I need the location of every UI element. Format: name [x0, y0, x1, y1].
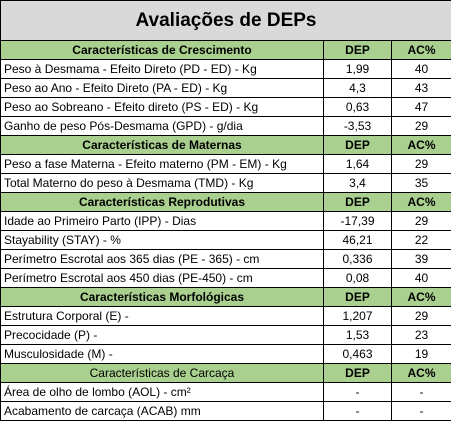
dep-value: -17,39: [323, 211, 392, 231]
data-row: Acabamento de carcaça (ACAB) mm - -: [0, 401, 451, 421]
section-header-row: Características de Maternas DEP AC%: [0, 135, 451, 155]
ac-value: 47: [390, 97, 451, 117]
section-header-row: Características de Carcaça DEP AC%: [0, 363, 451, 383]
dep-value: 0,463: [323, 344, 392, 364]
dep-value: 46,21: [323, 230, 392, 250]
data-row: Peso ao Ano - Efeito Direto (PA - ED) - …: [0, 78, 451, 98]
section-header-row: Características de Crescimento DEP AC%: [0, 40, 451, 60]
section-title: Características de Maternas: [0, 135, 324, 155]
ac-value: 40: [390, 268, 451, 288]
ac-header: AC%: [390, 40, 451, 60]
trait-label: Peso a fase Materna - Efeito materno (PM…: [0, 154, 324, 174]
section-title: Características Reprodutivas: [0, 192, 324, 212]
ac-header: AC%: [390, 135, 451, 155]
data-row: Estrutura Corporal (E) -1,207 29: [0, 306, 451, 326]
ac-value: 29: [390, 211, 451, 231]
table-body: Avaliações de DEPs Características de Cr…: [0, 0, 451, 421]
ac-value: 40: [390, 59, 451, 79]
data-row: Idade ao Primeiro Parto (IPP) - Dias -17,…: [0, 211, 451, 231]
data-row: Precocidade (P) -1,53 23: [0, 325, 451, 345]
data-row: Perímetro Escrotal aos 450 dias (PE-450)…: [0, 268, 451, 288]
dep-header: DEP: [323, 287, 392, 307]
ac-header: AC%: [390, 363, 451, 383]
ac-value: 29: [390, 306, 451, 326]
trait-label: Perímetro Escrotal aos 365 dias (PE - 36…: [0, 249, 324, 269]
ac-header: AC%: [390, 192, 451, 212]
trait-label: Stayability (STAY) - %: [0, 230, 324, 250]
dep-header: DEP: [323, 135, 392, 155]
trait-label: Peso ao Sobreano - Efeito direto (PS - E…: [0, 97, 324, 117]
trait-label: Total Materno do peso à Desmama (TMD) - …: [0, 173, 324, 193]
data-row: Peso à Desmama - Efeito Direto (PD - ED)…: [0, 59, 451, 79]
trait-label: Área de olho de lombo (AOL) - cm²: [0, 382, 324, 402]
dep-value: 3,4: [323, 173, 392, 193]
trait-label: Estrutura Corporal (E) -: [0, 306, 324, 326]
ac-value: 29: [390, 154, 451, 174]
dep-value: -: [323, 382, 392, 402]
data-row: Stayability (STAY) - % 46,21 22: [0, 230, 451, 250]
dep-header: DEP: [323, 40, 392, 60]
data-row: Musculosidade (M) -0,463 19: [0, 344, 451, 364]
ac-value: -: [390, 401, 451, 421]
dep-value: 1,207: [323, 306, 392, 326]
section-title: Características de Crescimento: [0, 40, 324, 60]
trait-label: Idade ao Primeiro Parto (IPP) - Dias: [0, 211, 324, 231]
data-row: Peso ao Sobreano - Efeito direto (PS - E…: [0, 97, 451, 117]
data-row: Peso a fase Materna - Efeito materno (PM…: [0, 154, 451, 174]
ac-value: 35: [390, 173, 451, 193]
trait-label: Precocidade (P) -: [0, 325, 324, 345]
data-row: Perímetro Escrotal aos 365 dias (PE - 36…: [0, 249, 451, 269]
ac-header: AC%: [390, 287, 451, 307]
trait-label: Musculosidade (M) -: [0, 344, 324, 364]
dep-value: 4,3: [323, 78, 392, 98]
data-row: Total Materno do peso à Desmama (TMD) - …: [0, 173, 451, 193]
dep-value: 1,64: [323, 154, 392, 174]
dep-header: DEP: [323, 363, 392, 383]
dep-value: 1,53: [323, 325, 392, 345]
ac-value: 39: [390, 249, 451, 269]
dep-value: -: [323, 401, 392, 421]
trait-label: Ganho de peso Pós-Desmama (GPD) - g/dia: [0, 116, 324, 136]
ac-value: 22: [390, 230, 451, 250]
ac-value: 19: [390, 344, 451, 364]
section-title: Características Morfológicas: [0, 287, 324, 307]
ac-value: 23: [390, 325, 451, 345]
dep-value: 1,99: [323, 59, 392, 79]
section-title: Características de Carcaça: [0, 363, 324, 383]
dep-value: -3,53: [323, 116, 392, 136]
data-row: Ganho de peso Pós-Desmama (GPD) - g/dia -…: [0, 116, 451, 136]
data-row: Área de olho de lombo (AOL) - cm² - -: [0, 382, 451, 402]
dep-table: Avaliações de DEPs Características de Cr…: [0, 0, 451, 421]
dep-value: 0,63: [323, 97, 392, 117]
title-row: Avaliações de DEPs: [0, 0, 451, 41]
ac-value: -: [390, 382, 451, 402]
trait-label: Peso ao Ano - Efeito Direto (PA - ED) - …: [0, 78, 324, 98]
ac-value: 29: [390, 116, 451, 136]
trait-label: Perímetro Escrotal aos 450 dias (PE-450)…: [0, 268, 324, 288]
trait-label: Acabamento de carcaça (ACAB) mm: [0, 401, 324, 421]
section-header-row: Características Reprodutivas DEP AC%: [0, 192, 451, 212]
trait-label: Peso à Desmama - Efeito Direto (PD - ED)…: [0, 59, 324, 79]
dep-header: DEP: [323, 192, 392, 212]
dep-value: 0,08: [323, 268, 392, 288]
ac-value: 43: [390, 78, 451, 98]
dep-value: 0,336: [323, 249, 392, 269]
section-header-row: Características Morfológicas DEP AC%: [0, 287, 451, 307]
table-title: Avaliações de DEPs: [0, 0, 451, 41]
